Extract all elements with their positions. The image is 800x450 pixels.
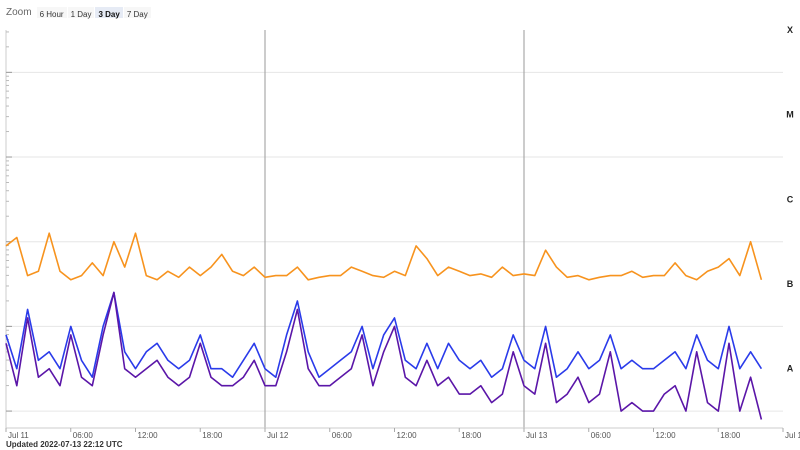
- x-tick-label: 12:00: [397, 431, 418, 440]
- series-line-purple: [5, 291, 763, 420]
- zoom-6-hour-button[interactable]: 6 Hour: [36, 6, 67, 19]
- class-label-a: A: [787, 364, 794, 374]
- x-tick-label: Jul 12: [267, 431, 289, 440]
- x-tick-label: 18:00: [720, 431, 741, 440]
- zoom-3-day-button[interactable]: 3 Day: [95, 6, 123, 19]
- class-label-m: M: [786, 110, 794, 120]
- zoom-label: Zoom: [6, 6, 32, 18]
- x-tick-label: 06:00: [73, 431, 94, 440]
- zoom-bar: Zoom 6 Hour 1 Day 3 Day 7 Day: [6, 4, 152, 20]
- x-tick-label: Jul 11: [8, 431, 29, 440]
- zoom-7-day-button[interactable]: 7 Day: [123, 6, 151, 19]
- x-tick-label: 18:00: [202, 431, 223, 440]
- class-label-c: C: [787, 194, 794, 204]
- series-line-blue: [5, 291, 763, 378]
- x-tick-label: 06:00: [591, 431, 612, 440]
- x-tick-label: 12:00: [138, 431, 159, 440]
- updated-timestamp: Updated 2022-07-13 22:12 UTC: [6, 440, 123, 449]
- series-line-orange: [5, 232, 763, 281]
- x-tick-label: 12:00: [656, 431, 677, 440]
- zoom-1-day-button[interactable]: 1 Day: [67, 6, 95, 19]
- x-tick-label: 18:00: [461, 431, 482, 440]
- x-tick-label: 06:00: [332, 431, 353, 440]
- x-tick-label: Jul 13: [526, 431, 548, 440]
- x-tick-label: Jul 14: [785, 431, 800, 440]
- class-label-b: B: [787, 279, 794, 289]
- class-label-x: X: [787, 25, 793, 35]
